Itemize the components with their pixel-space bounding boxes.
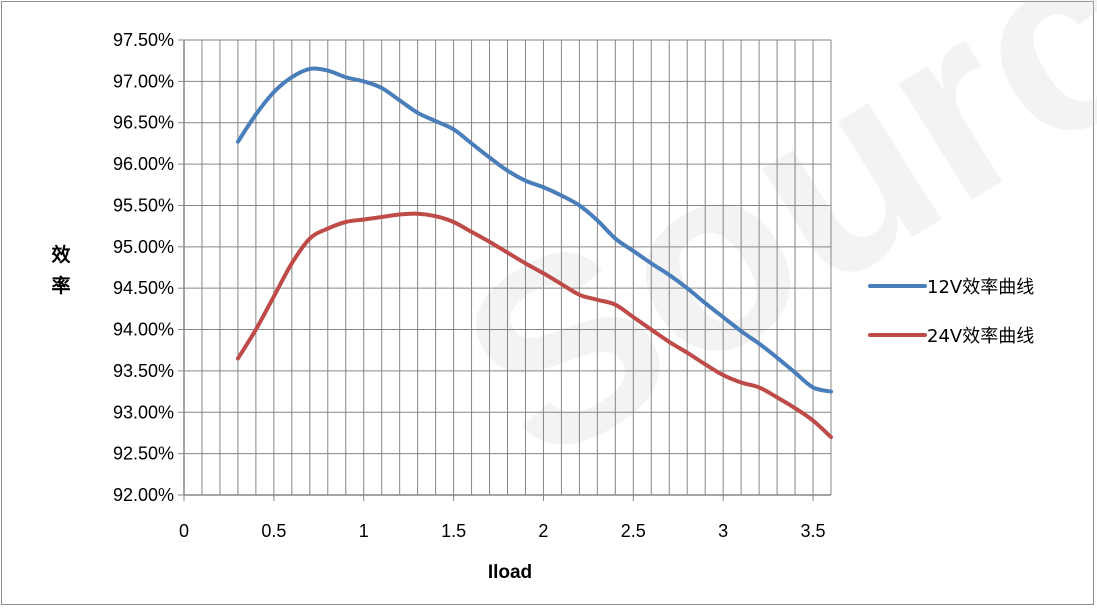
x-tick-label: 1.5 bbox=[441, 521, 466, 541]
x-tick-label: 2.5 bbox=[621, 521, 646, 541]
y-tick-label: 95.00% bbox=[113, 237, 174, 257]
y-axis-title-char: 效 bbox=[51, 243, 70, 266]
y-tick-label: 94.50% bbox=[113, 278, 174, 298]
axes bbox=[178, 39, 831, 501]
series-lines bbox=[235, 66, 833, 440]
x-tick-label: 3 bbox=[718, 521, 728, 541]
y-tick-label: 93.00% bbox=[113, 402, 174, 422]
y-tick-label: 96.00% bbox=[113, 154, 174, 174]
x-axis-title: Iload bbox=[488, 562, 532, 583]
legend: 12V效率曲线 24V效率曲线 bbox=[868, 277, 1034, 347]
y-tick-label: 97.50% bbox=[113, 30, 174, 50]
y-tick-label: 93.50% bbox=[113, 361, 174, 381]
y-axis-title: 效率 bbox=[51, 243, 70, 297]
y-tick-label: 96.50% bbox=[113, 113, 174, 133]
legend-label-2: 24V效率曲线 bbox=[927, 326, 1034, 347]
y-tick-label: 92.00% bbox=[113, 485, 174, 505]
x-tick-label: 3.5 bbox=[801, 521, 826, 541]
legend-label-1: 12V效率曲线 bbox=[927, 277, 1034, 298]
y-tick-label: 95.50% bbox=[113, 195, 174, 215]
y-tick-label: 94.00% bbox=[113, 320, 174, 340]
x-tick-label: 0 bbox=[179, 521, 189, 541]
y-axis-title-char: 率 bbox=[51, 274, 70, 297]
series-line-2 bbox=[235, 211, 833, 440]
x-tick-label: 0.5 bbox=[261, 521, 286, 541]
tick-labels: 92.00% 92.50% 93.00% 93.50% 94.00% 94.50% 95.0… bbox=[113, 30, 826, 541]
x-tick-label: 1 bbox=[359, 521, 369, 541]
y-tick-label: 97.00% bbox=[113, 71, 174, 91]
series-line-1 bbox=[235, 66, 833, 394]
y-tick-label: 92.50% bbox=[113, 444, 174, 464]
x-tick-label: 2 bbox=[538, 521, 548, 541]
